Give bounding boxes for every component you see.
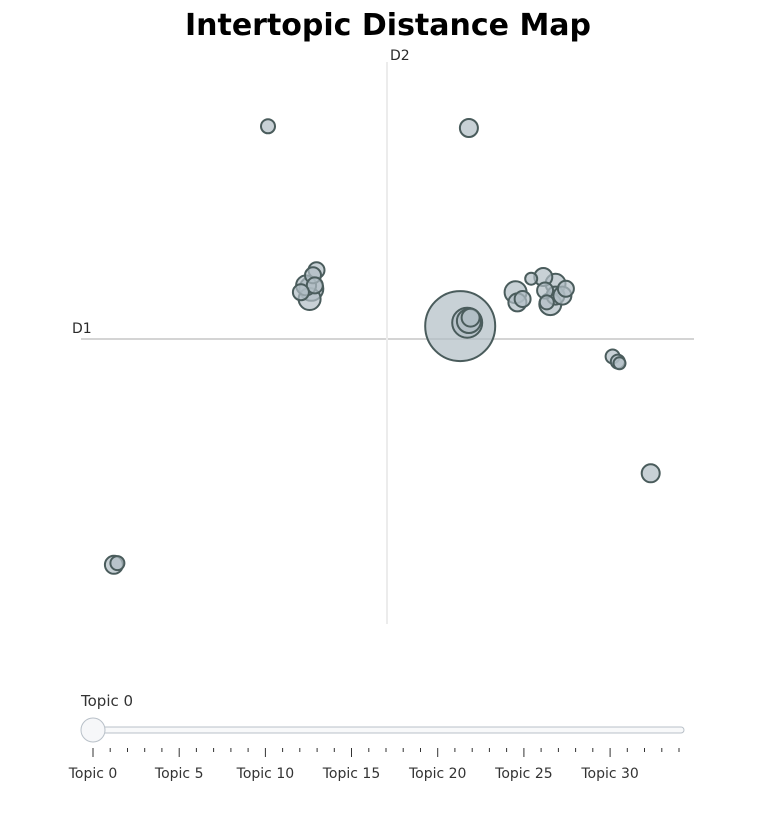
topic-bubbles	[103, 118, 661, 575]
slider-tick-label: Topic 20	[408, 766, 466, 782]
chart-title: Intertopic Distance Map	[184, 8, 592, 43]
slider-tick-label: Topic 10	[236, 766, 294, 782]
slider-track[interactable]	[92, 726, 685, 734]
scatter-plot: D1 D2	[72, 48, 694, 624]
slider-current-topic: Topic 0	[81, 692, 134, 710]
topic-bubble[interactable]	[305, 276, 324, 295]
topic-bubble[interactable]	[260, 118, 276, 135]
topic-bubble[interactable]	[524, 271, 539, 286]
topic-bubble[interactable]	[556, 279, 575, 298]
slider-tick-label: Topic 30	[580, 766, 638, 782]
topic-bubble[interactable]	[612, 356, 627, 371]
topic-bubble[interactable]	[109, 555, 126, 572]
topic-bubble[interactable]	[640, 463, 661, 484]
slider-ticks	[92, 748, 680, 757]
slider-tick-labels: Topic 0 Topic 5 Topic 10 Topic 15 Topic 20 To…	[68, 766, 639, 782]
topic-bubble[interactable]	[513, 290, 532, 308]
slider-tick-label: Topic 5	[154, 766, 204, 782]
d2-axis-label: D2	[390, 48, 410, 64]
slider-handle[interactable]	[80, 717, 106, 743]
topic-bubble[interactable]	[460, 307, 481, 328]
d1-axis-label: D1	[72, 321, 92, 337]
topic-bubble[interactable]	[458, 118, 479, 138]
slider-tick-label: Topic 0	[68, 766, 118, 782]
topic-bubble[interactable]	[538, 294, 555, 311]
topic-bubble[interactable]	[291, 283, 310, 302]
slider-tick-label: Topic 15	[322, 766, 380, 782]
slider-tick-label: Topic 25	[494, 766, 552, 782]
